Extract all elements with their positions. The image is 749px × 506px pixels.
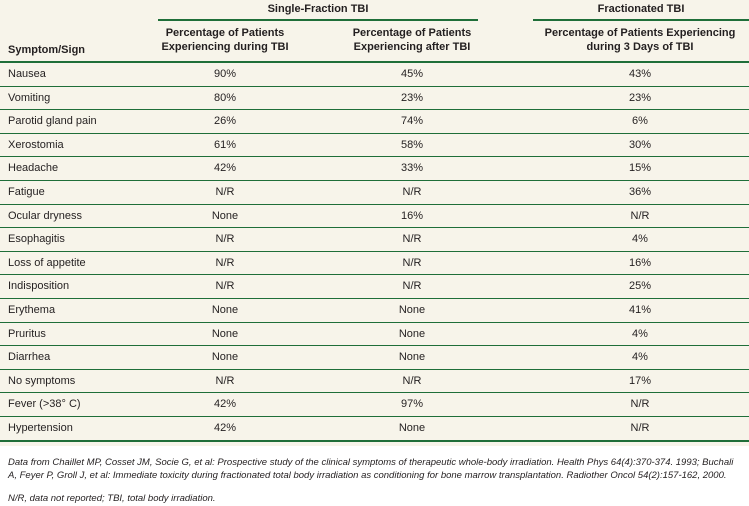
- value-cell: 4%: [632, 351, 648, 364]
- header-line: Percentage of Patients: [165, 27, 285, 39]
- value-cell: 58%: [400, 138, 424, 151]
- value-cell: N/R: [215, 233, 235, 246]
- symptom-cell: No symptoms: [8, 374, 76, 387]
- table-row: Loss of appetite N/R N/R 16%: [0, 252, 749, 276]
- table-row: Diarrhea None None 4%: [0, 346, 749, 370]
- value-cell: 90%: [213, 68, 237, 80]
- value-cell: 30%: [628, 138, 652, 151]
- footnote-source: Data from Chaillet MP, Cosset JM, Socie …: [8, 457, 734, 481]
- value-cell: N/R: [630, 398, 650, 411]
- value-cell: 42%: [213, 421, 237, 434]
- symptom-cell: Vomiting: [8, 91, 51, 104]
- value-cell: 80%: [213, 91, 237, 104]
- symptom-cell: Fatigue: [8, 185, 45, 198]
- value-cell: N/R: [630, 209, 650, 222]
- value-cell: 74%: [400, 115, 424, 128]
- value-cell: N/R: [402, 233, 422, 246]
- header-line: during 3 Days of TBI: [586, 41, 694, 53]
- symptom-cell: Ocular dryness: [8, 209, 82, 222]
- value-cell: N/R: [215, 185, 235, 198]
- header-line: Percentage of Patients: [352, 27, 472, 39]
- symptom-cell: Pruritus: [8, 327, 46, 340]
- value-cell: None: [211, 327, 239, 340]
- value-cell: None: [398, 303, 426, 316]
- value-cell: 25%: [628, 280, 652, 293]
- table-row: Esophagitis N/R N/R 4%: [0, 228, 749, 252]
- value-cell: 16%: [628, 256, 652, 269]
- value-cell: 17%: [628, 374, 652, 387]
- symptom-cell: Erythema: [8, 303, 56, 316]
- value-cell: N/R: [402, 374, 422, 387]
- column-header-during: Percentage of Patients Experiencing duri…: [150, 26, 300, 54]
- header-line: Percentage of Patients Experiencing: [544, 27, 736, 39]
- table-row: Fever (>38° C) 42% 97% N/R: [0, 393, 749, 417]
- value-cell: None: [211, 303, 239, 316]
- value-cell: None: [398, 327, 426, 340]
- column-header-symptom: Symptom/Sign: [8, 44, 86, 56]
- value-cell: N/R: [402, 185, 422, 198]
- value-cell: None: [398, 351, 426, 364]
- symptom-table: Single-Fraction TBI Fractionated TBI Sym…: [0, 0, 749, 446]
- value-cell: N/R: [215, 374, 235, 387]
- value-cell: N/R: [402, 256, 422, 269]
- value-cell: 26%: [213, 115, 237, 128]
- group-header-fractionated: Fractionated TBI: [597, 3, 685, 15]
- value-cell: 16%: [400, 209, 424, 222]
- value-cell: 43%: [628, 68, 652, 80]
- value-cell: None: [211, 209, 239, 222]
- group-rule-single-fraction: [158, 19, 478, 21]
- symptom-cell: Indisposition: [8, 280, 70, 293]
- table-row: Parotid gland pain 26% 74% 6%: [0, 110, 749, 134]
- value-cell: 45%: [400, 68, 424, 80]
- symptom-cell: Loss of appetite: [8, 256, 86, 269]
- column-header-fractionated: Percentage of Patients Experiencing duri…: [535, 26, 745, 54]
- value-cell: 6%: [632, 115, 648, 128]
- symptom-cell: Xerostomia: [8, 138, 64, 151]
- table-row: Xerostomia 61% 58% 30%: [0, 134, 749, 158]
- table-row: Fatigue N/R N/R 36%: [0, 181, 749, 205]
- column-header-after: Percentage of Patients Experiencing afte…: [337, 26, 487, 54]
- value-cell: 97%: [400, 398, 424, 411]
- table-row: Ocular dryness None 16% N/R: [0, 205, 749, 229]
- value-cell: 4%: [632, 327, 648, 340]
- value-cell: None: [211, 351, 239, 364]
- value-cell: 41%: [628, 303, 652, 316]
- table-body: Nausea 90% 45% 43% Vomiting 80% 23% 23% Parotid …: [0, 63, 749, 442]
- value-cell: 42%: [213, 162, 237, 175]
- value-cell: N/R: [215, 280, 235, 293]
- value-cell: None: [398, 421, 426, 434]
- table-row: Hypertension 42% None N/R: [0, 417, 749, 442]
- value-cell: 23%: [400, 91, 424, 104]
- value-cell: N/R: [215, 256, 235, 269]
- header-rule: [0, 61, 749, 63]
- value-cell: 33%: [400, 162, 424, 175]
- header-line: Experiencing after TBI: [353, 41, 471, 53]
- table-row: Headache 42% 33% 15%: [0, 157, 749, 181]
- value-cell: N/R: [630, 421, 650, 434]
- table-row: Nausea 90% 45% 43%: [0, 63, 749, 87]
- value-cell: 23%: [628, 91, 652, 104]
- header-line: Experiencing during TBI: [161, 41, 289, 53]
- value-cell: 4%: [632, 233, 648, 246]
- value-cell: N/R: [402, 280, 422, 293]
- table-row: No symptoms N/R N/R 17%: [0, 370, 749, 394]
- symptom-cell: Diarrhea: [8, 351, 51, 364]
- table-row: Erythema None None 41%: [0, 299, 749, 323]
- group-header-single-fraction: Single-Fraction TBI: [267, 3, 369, 15]
- symptom-cell: Parotid gland pain: [8, 115, 97, 128]
- table-row: Indisposition N/R N/R 25%: [0, 275, 749, 299]
- symptom-cell: Nausea: [8, 68, 46, 80]
- symptom-cell: Fever (>38° C): [8, 398, 81, 411]
- value-cell: 61%: [213, 138, 237, 151]
- symptom-cell: Headache: [8, 162, 59, 175]
- footnote-abbreviations: N/R, data not reported; TBI, total body …: [8, 493, 216, 504]
- group-rule-fractionated: [533, 19, 749, 21]
- table-row: Vomiting 80% 23% 23%: [0, 87, 749, 111]
- table-row: Pruritus None None 4%: [0, 323, 749, 347]
- value-cell: 36%: [628, 185, 652, 198]
- value-cell: 15%: [628, 162, 652, 175]
- symptom-cell: Esophagitis: [8, 233, 65, 246]
- value-cell: 42%: [213, 398, 237, 411]
- symptom-cell: Hypertension: [8, 421, 73, 434]
